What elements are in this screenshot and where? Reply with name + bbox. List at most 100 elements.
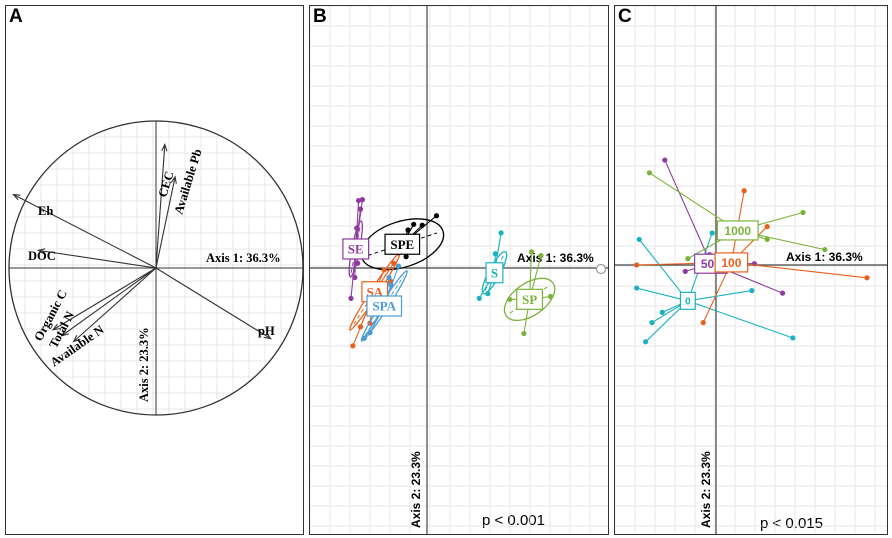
panel-b-point-s <box>498 230 504 236</box>
panel-a-axis2-label: Axis 2: 23.3% <box>137 327 151 402</box>
panel-b-point-sp <box>528 249 535 255</box>
panel-b-label: B <box>313 6 327 27</box>
panel-c-point-100 <box>700 320 706 326</box>
panel-a-arrow-available-pb <box>155 176 176 269</box>
panel-c-frame <box>614 5 888 535</box>
panel-b-point-s <box>476 295 482 301</box>
panel-b-group-box-spe <box>384 233 421 255</box>
panel-c-point-0 <box>749 288 755 294</box>
panel-c-point-1000 <box>800 209 806 216</box>
panel-c-axis1-label: Axis 1: 36.3% <box>786 250 863 264</box>
panel-c-spoke-500 <box>664 159 712 264</box>
panel-a-arrow-eh <box>13 194 157 269</box>
panel-b-axis1-label: Axis 1: 36.3% <box>517 251 594 265</box>
panel-c-group-label-1000: 1000 <box>724 224 751 238</box>
panel-a-arrow-doc <box>38 249 157 269</box>
panel-c-point-500 <box>779 290 786 296</box>
panel-b-group-label-spe: SPE <box>390 237 414 252</box>
panel-b-point-se <box>348 295 354 301</box>
panel-b-group-box-s <box>485 262 504 284</box>
panel-b-group-box-se <box>342 238 370 260</box>
panel-c-point-1000 <box>646 170 653 176</box>
panel-a-variable-label: DOC <box>28 249 56 263</box>
panel-c-point-0 <box>636 236 642 242</box>
panel-b-group-label-spa: SPA <box>372 299 396 314</box>
panel-b-point-s <box>492 251 498 257</box>
panel-b-point-se <box>359 197 365 203</box>
panel-a-arrow-available-n <box>73 267 157 342</box>
panel-c-point-0 <box>634 285 640 291</box>
panel-c-p-value: p < 0.015 <box>760 515 823 532</box>
panel-c-group-label-0: 0 <box>685 296 691 307</box>
panel-b-point-se <box>355 260 361 266</box>
panel-c-point-100 <box>764 224 770 230</box>
panel-c-axis2-label: Axis 2: 23.3% <box>699 451 713 528</box>
panel-b-point-sp <box>547 293 554 300</box>
panel-a-arrow-total-n <box>61 267 157 337</box>
panel-b-point-sa <box>391 260 397 266</box>
panel-b-point-s <box>485 291 491 297</box>
panel-a-arrowhead <box>161 143 168 152</box>
panel-b-point-se <box>354 225 360 231</box>
panel-c-point-1000 <box>685 256 691 262</box>
panel-c-point-500 <box>662 157 668 163</box>
panel-b-ellipse-sp <box>503 277 556 322</box>
panel-a-arrow-ph <box>155 267 271 340</box>
panel-a-variable-label: pH <box>258 324 275 338</box>
panel-b-group-label-s: S <box>491 265 498 280</box>
panel-c-spoke-0 <box>687 300 793 339</box>
panel-b-point-sp <box>538 253 544 259</box>
panel-b-point-spa <box>395 263 402 269</box>
panel-b-p-value: p < 0.001 <box>482 512 545 529</box>
panel-c-spoke-0 <box>636 287 688 302</box>
panel-c-spoke-100 <box>731 261 868 279</box>
panel-c-point-100 <box>634 262 640 268</box>
panel-b-axis2-label: Axis 2: 23.3% <box>409 451 423 528</box>
panel-a-arrowhead <box>51 323 61 331</box>
panel-b-group-label-sp: SP <box>522 292 537 307</box>
panel-c-point-0 <box>643 339 649 345</box>
panel-a-arrowhead <box>170 175 177 184</box>
panel-b-point-sa <box>381 267 387 273</box>
panel-b-group-label-se: SE <box>348 242 364 257</box>
panel-a-axis1-label: Axis 1: 36.3% <box>206 251 281 265</box>
panel-c-spoke-0 <box>638 239 689 302</box>
panel-c-point-100 <box>741 188 747 194</box>
panel-c-group-box-100 <box>714 252 749 273</box>
panel-c-spoke-0 <box>687 290 752 302</box>
panel-c-point-0 <box>709 230 715 236</box>
panel-b-axis-end-handle <box>595 263 607 275</box>
panel-b-point-se <box>357 206 364 212</box>
panel-c-group-box-1000 <box>716 220 759 241</box>
panel-a-arrowhead <box>263 332 272 340</box>
panel-b-point-spa <box>361 335 367 341</box>
panel-a-arrow-cec <box>155 144 166 269</box>
panel-c-point-1000 <box>764 236 770 242</box>
panel-b-point-se <box>352 274 358 281</box>
panel-a-arrowhead <box>36 248 46 255</box>
panel-b-frame <box>309 5 609 535</box>
panel-b-point-spe <box>403 254 409 260</box>
panel-b-point-spe <box>433 213 440 219</box>
panel-a-arrowhead <box>12 193 21 201</box>
panel-c-point-0 <box>790 335 796 341</box>
panel-a-arrow-organic-c <box>52 267 157 331</box>
panel-b-group-box-spa <box>366 295 403 317</box>
panel-c-group-box-0 <box>679 291 696 310</box>
panel-c-point-0 <box>659 309 665 315</box>
panel-c-label: C <box>618 6 632 27</box>
panel-b-group-box-sp <box>516 288 544 310</box>
panel-b-point-spe <box>411 221 417 227</box>
panel-c-point-1000 <box>822 247 828 253</box>
panel-b-point-sp <box>521 330 527 337</box>
panel-b-point-spa <box>388 282 394 288</box>
panel-c-point-0 <box>649 320 655 326</box>
panel-a-arrowhead <box>72 334 81 343</box>
panel-a-arrowhead <box>60 329 69 337</box>
panel-c-point-500 <box>682 268 688 274</box>
panel-b-point-sp <box>507 296 513 302</box>
